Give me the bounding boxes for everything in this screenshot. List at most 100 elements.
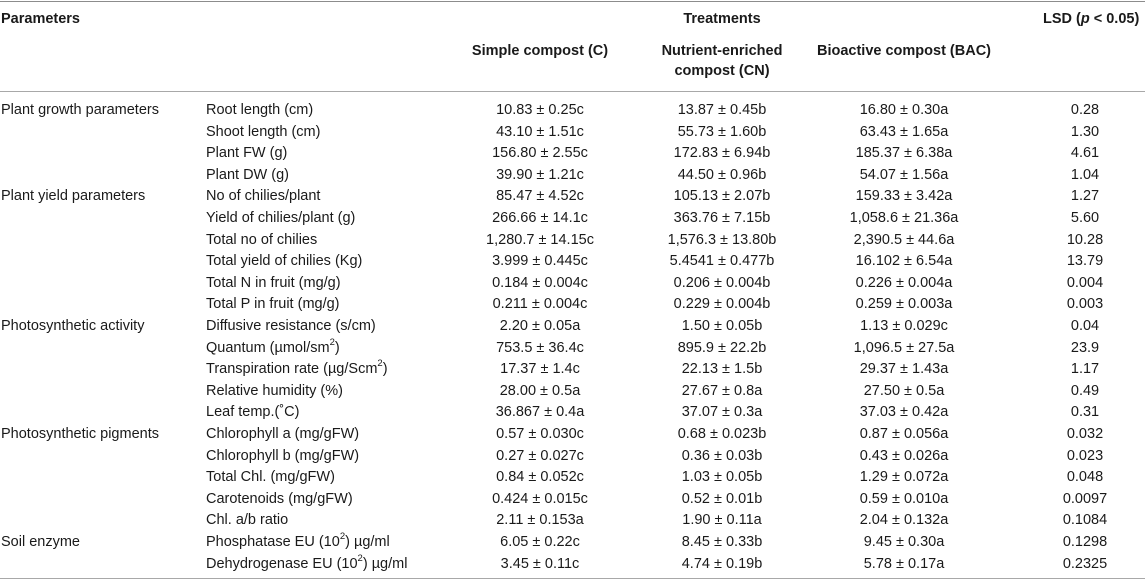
value-nutrient-enriched: 0.229 ± 0.004b (673, 296, 771, 313)
value-nutrient-enriched: 4.74 ± 0.19b (681, 555, 763, 572)
parameter-superscript: 2 (339, 531, 346, 543)
value-bioactive: 63.43 ± 1.65a (859, 123, 949, 140)
table-row: Relative humidity (%) 28.00 ± 0.5a 27.67 ±… (0, 381, 1145, 403)
value-nutrient-enriched: 105.13 ± 2.07b (673, 188, 771, 205)
value-bioactive: 159.33 ± 3.42a (855, 188, 953, 205)
value-simple-compost: 0.184 ± 0.004c (492, 274, 588, 291)
value-nutrient-enriched: 1.50 ± 0.05b (681, 318, 763, 334)
value-nutrient-enriched: 8.45 ± 0.33b (681, 534, 763, 550)
row-group: Plant yield parameters (1, 188, 146, 205)
value-simple-compost: 17.37 ± 1.4c (500, 361, 580, 378)
value-nutrient-enriched: 172.83 ± 6.94b (673, 145, 771, 162)
table-row: Plant growth parameters Root length (cm) 1… (0, 100, 1145, 122)
value-lsd: 0.023 (1066, 447, 1104, 464)
header-parameters: Parameters (1, 11, 80, 27)
parameter-label: Chl. a/b ratio (206, 512, 289, 529)
value-simple-compost: 3.999 ± 0.445c (492, 253, 588, 270)
header-col-c: Simple compost (C) (471, 43, 609, 59)
value-bioactive: 27.50 ± 0.5a (863, 382, 945, 399)
parameter-label: Plant FW (g) (206, 145, 288, 162)
row-parameter: Root length (cm) (206, 100, 313, 122)
value-lsd: 0.2325 (1062, 555, 1108, 572)
value-bioactive: 1,058.6 ± 21.36a (849, 210, 959, 226)
table-row: Total N in fruit (mg/g) 0.184 ± 0.004c 0.2… (0, 273, 1145, 295)
row-parameter: Total N in fruit (mg/g) (206, 273, 341, 295)
value-lsd: 5.60 (1070, 210, 1100, 226)
row-parameter: No of chilies/plant (206, 186, 320, 208)
value-bioactive: 1.29 ± 0.072a (859, 469, 949, 486)
value-bioactive: 0.87 ± 0.056a (859, 426, 949, 442)
value-lsd: 10.28 (1066, 231, 1104, 248)
parameter-label: Total yield of chilies (Kg) (206, 253, 363, 270)
row-parameter: Relative humidity (%) (206, 381, 343, 403)
table-row: Photosynthetic activity Diffusive resista… (0, 316, 1145, 338)
row-parameter: Carotenoids (mg/gFW) (206, 489, 353, 511)
value-bioactive: 54.07 ± 1.56a (859, 166, 949, 183)
value-lsd: 1.27 (1070, 188, 1100, 205)
row-parameter: Chlorophyll a (mg/gFW) (206, 424, 359, 446)
value-nutrient-enriched: 0.206 ± 0.004b (673, 274, 771, 291)
row-parameter: Chlorophyll b (mg/gFW) (206, 446, 359, 468)
row-parameter: Phosphatase EU (102) µg/ml (206, 532, 390, 554)
value-nutrient-enriched: 0.68 ± 0.023b (677, 426, 767, 442)
value-simple-compost: 28.00 ± 0.5a (499, 382, 581, 399)
value-bioactive: 37.03 ± 0.42a (859, 404, 949, 421)
row-parameter: Total Chl. (mg/gFW) (206, 467, 335, 489)
value-lsd: 1.17 (1070, 361, 1100, 378)
parameter-label: Phosphatase EU (10 (206, 534, 340, 550)
value-nutrient-enriched: 55.73 ± 1.60b (677, 123, 767, 140)
value-nutrient-enriched: 363.76 ± 7.15b (673, 210, 771, 226)
parameter-label: No of chilies/plant (206, 188, 321, 205)
value-lsd: 0.28 (1070, 102, 1100, 118)
table-row: Total Chl. (mg/gFW) 0.84 ± 0.052c 1.03 ± 0… (0, 467, 1145, 489)
header-col-bac: Bioactive compost (BAC) (816, 43, 992, 59)
table-row: Leaf temp.(˚C) 36.867 ± 0.4a 37.07 ± 0.3a 3… (0, 402, 1145, 424)
table-row: Soil enzyme Phosphatase EU (102) µg/ml 6.0… (0, 532, 1145, 554)
header-treatments: Treatments (683, 11, 761, 27)
value-bioactive: 0.59 ± 0.010a (859, 490, 949, 507)
value-lsd: 0.003 (1066, 296, 1104, 313)
value-bioactive: 16.80 ± 0.30a (859, 102, 949, 118)
table-row: Shoot length (cm) 43.10 ± 1.51c 55.73 ± 1.… (0, 122, 1145, 144)
parameter-superscript: 2 (377, 358, 383, 370)
row-parameter: Diffusive resistance (s/cm) (206, 316, 376, 338)
table-bottom-rule (0, 578, 1145, 579)
value-bioactive: 2,390.5 ± 44.6a (853, 231, 955, 248)
table-row: Photosynthetic pigments Chlorophyll a (mg… (0, 424, 1145, 446)
row-parameter: Shoot length (cm) (206, 122, 320, 144)
table-row: Plant FW (g) 156.80 ± 2.55c 172.83 ± 6.94b… (0, 143, 1145, 165)
value-bioactive: 0.259 ± 0.003a (855, 296, 953, 313)
header-lsd-p: p (1080, 11, 1090, 27)
value-nutrient-enriched: 44.50 ± 0.96b (677, 166, 767, 183)
row-group: Soil enzyme (1, 534, 80, 550)
parameter-label: Plant DW (g) (206, 166, 289, 183)
value-simple-compost: 36.867 ± 0.4a (495, 404, 585, 421)
value-simple-compost: 0.27 ± 0.027c (496, 447, 584, 464)
value-simple-compost: 85.47 ± 4.52c (496, 188, 584, 205)
parameter-label: Carotenoids (mg/gFW) (206, 490, 353, 507)
value-lsd: 1.30 (1070, 123, 1100, 140)
row-parameter: Yield of chilies/plant (g) (206, 208, 355, 230)
header-col-cn-line2: compost (CN) (674, 63, 770, 79)
value-bioactive: 1.13 ± 0.029c (860, 318, 948, 334)
parameter-label: Total Chl. (mg/gFW) (206, 469, 335, 486)
value-lsd: 0.004 (1066, 274, 1104, 291)
table-row: Total no of chilies 1,280.7 ± 14.15c 1,576… (0, 230, 1145, 252)
value-bioactive: 16.102 ± 6.54a (855, 253, 953, 270)
value-bioactive: 9.45 ± 0.30a (863, 534, 945, 550)
table-row: Plant yield parameters No of chilies/plan… (0, 186, 1145, 208)
value-lsd: 23.9 (1070, 339, 1100, 356)
header-lsd-label: LSD (1043, 11, 1072, 27)
parameter-label: Total P in fruit (mg/g) (206, 296, 340, 313)
table-row: Yield of chilies/plant (g) 266.66 ± 14.1c… (0, 208, 1145, 230)
table-row: Plant DW (g) 39.90 ± 1.21c 44.50 ± 0.96b 54… (0, 165, 1145, 187)
parameter-label: Relative humidity (%) (206, 382, 343, 399)
value-lsd: 13.79 (1066, 253, 1104, 270)
value-bioactive: 0.43 ± 0.026a (859, 447, 949, 464)
row-group: Photosynthetic pigments (1, 426, 159, 442)
parameter-label: Total no of chilies (206, 231, 318, 248)
value-nutrient-enriched: 27.67 ± 0.8a (681, 382, 763, 399)
value-simple-compost: 6.05 ± 0.22c (500, 534, 580, 550)
parameter-label: Chlorophyll b (mg/gFW) (206, 447, 360, 464)
table-row: Chl. a/b ratio 2.11 ± 0.153a 1.90 ± 0.11a 2… (0, 510, 1145, 532)
